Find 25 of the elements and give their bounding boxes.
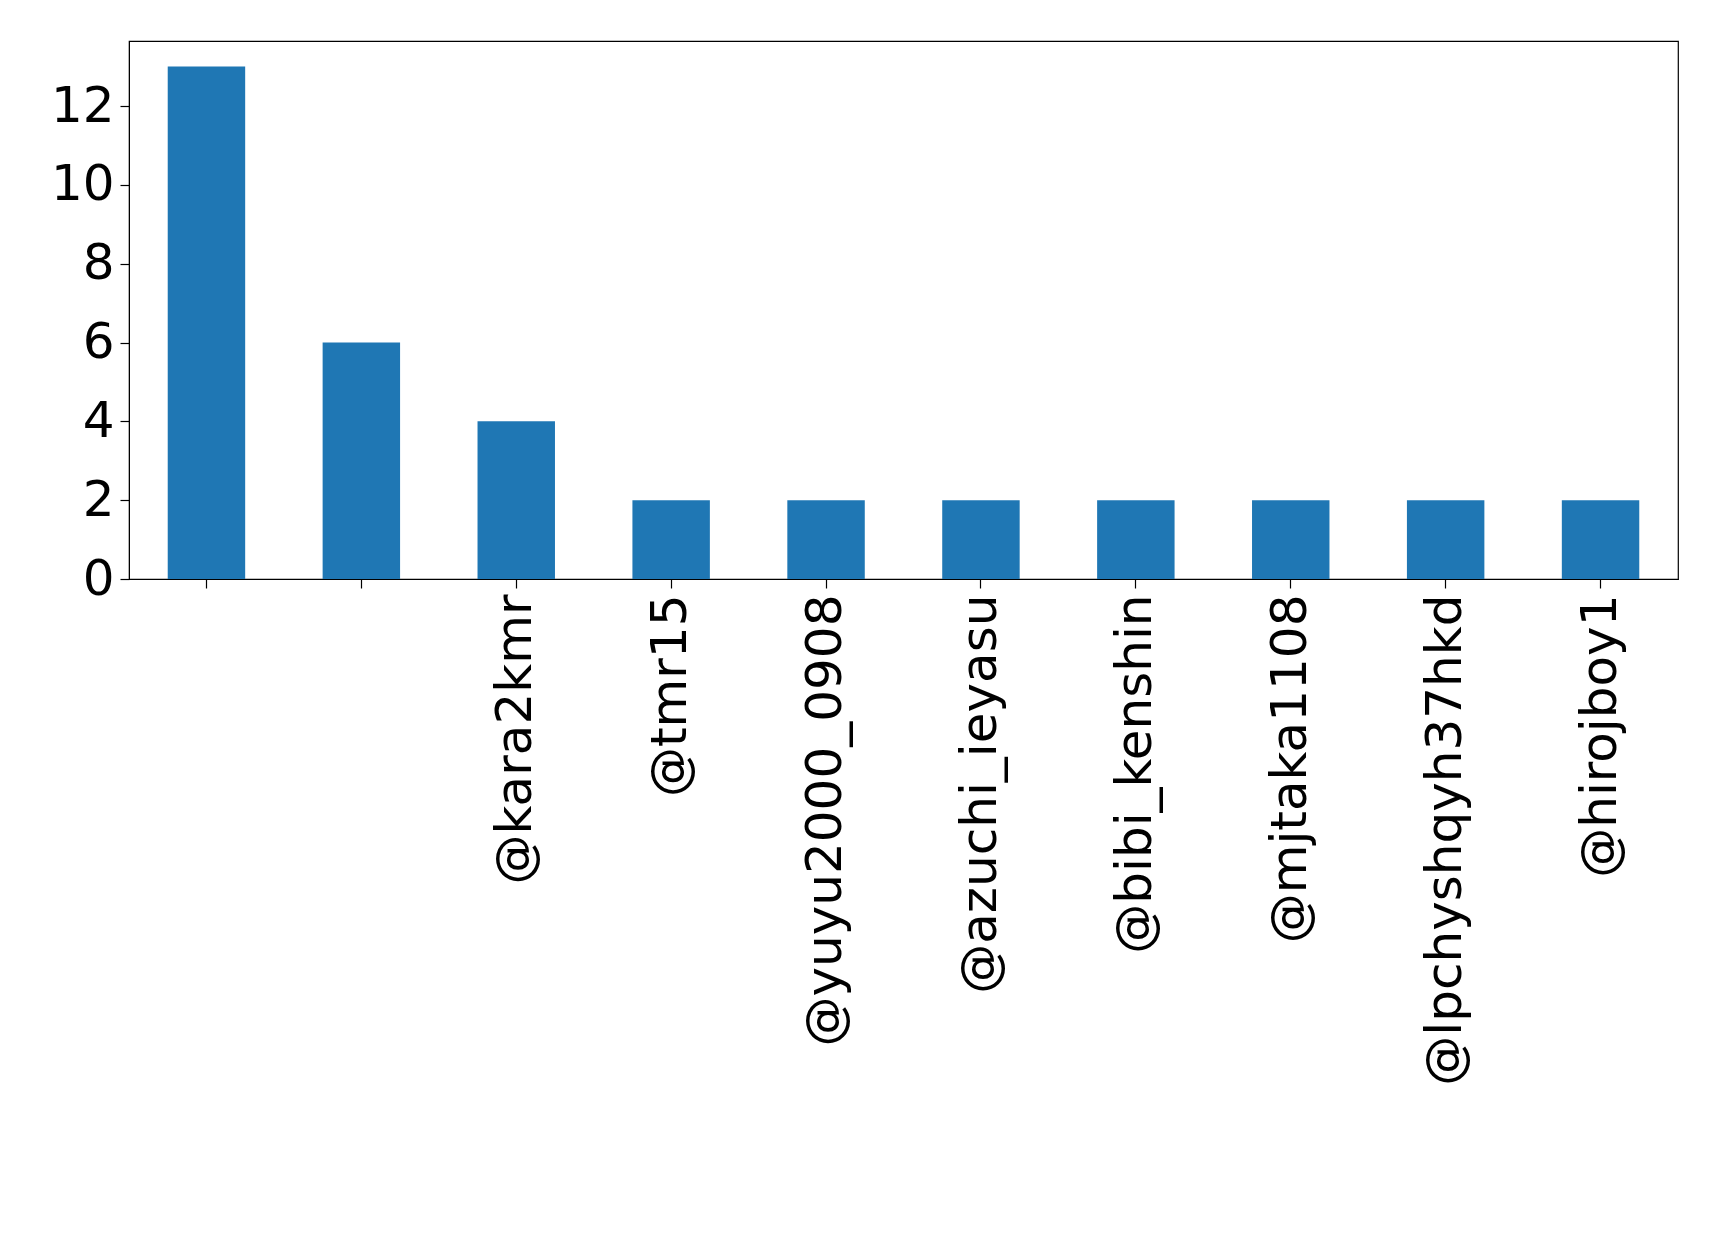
y-tick-label: 8 bbox=[82, 233, 115, 292]
bar bbox=[632, 500, 710, 579]
x-tick-label: @lpchyshqyh37hkd bbox=[1414, 594, 1473, 1086]
bar bbox=[942, 500, 1020, 579]
bar bbox=[1406, 500, 1485, 579]
y-tick-label: 2 bbox=[82, 469, 115, 528]
bar bbox=[1561, 500, 1640, 579]
x-tick-label: @hirojboy1 bbox=[1569, 594, 1628, 878]
bar bbox=[322, 342, 401, 579]
bar bbox=[1252, 500, 1330, 579]
y-tick-label: 6 bbox=[82, 312, 115, 371]
y-tick-label: 12 bbox=[50, 75, 115, 134]
y-tick-label: 0 bbox=[82, 548, 115, 607]
x-tick-label: @tmr15 bbox=[640, 594, 699, 797]
x-tick-label: @azuchi_ieyasu bbox=[949, 594, 1008, 994]
bar bbox=[787, 500, 865, 579]
x-tick-label: @bibi_kenshin bbox=[1104, 594, 1163, 954]
y-tick-label: 10 bbox=[50, 154, 115, 213]
y-tick-label: 4 bbox=[82, 390, 115, 449]
bar bbox=[167, 66, 246, 579]
bar bbox=[477, 421, 555, 579]
x-tick-label: @yuyu2000_0908 bbox=[795, 594, 854, 1047]
x-tick-label: @kara2kmr bbox=[485, 594, 544, 885]
x-tick-label: @mjtaka1108 bbox=[1259, 594, 1318, 944]
bar bbox=[1097, 500, 1175, 579]
